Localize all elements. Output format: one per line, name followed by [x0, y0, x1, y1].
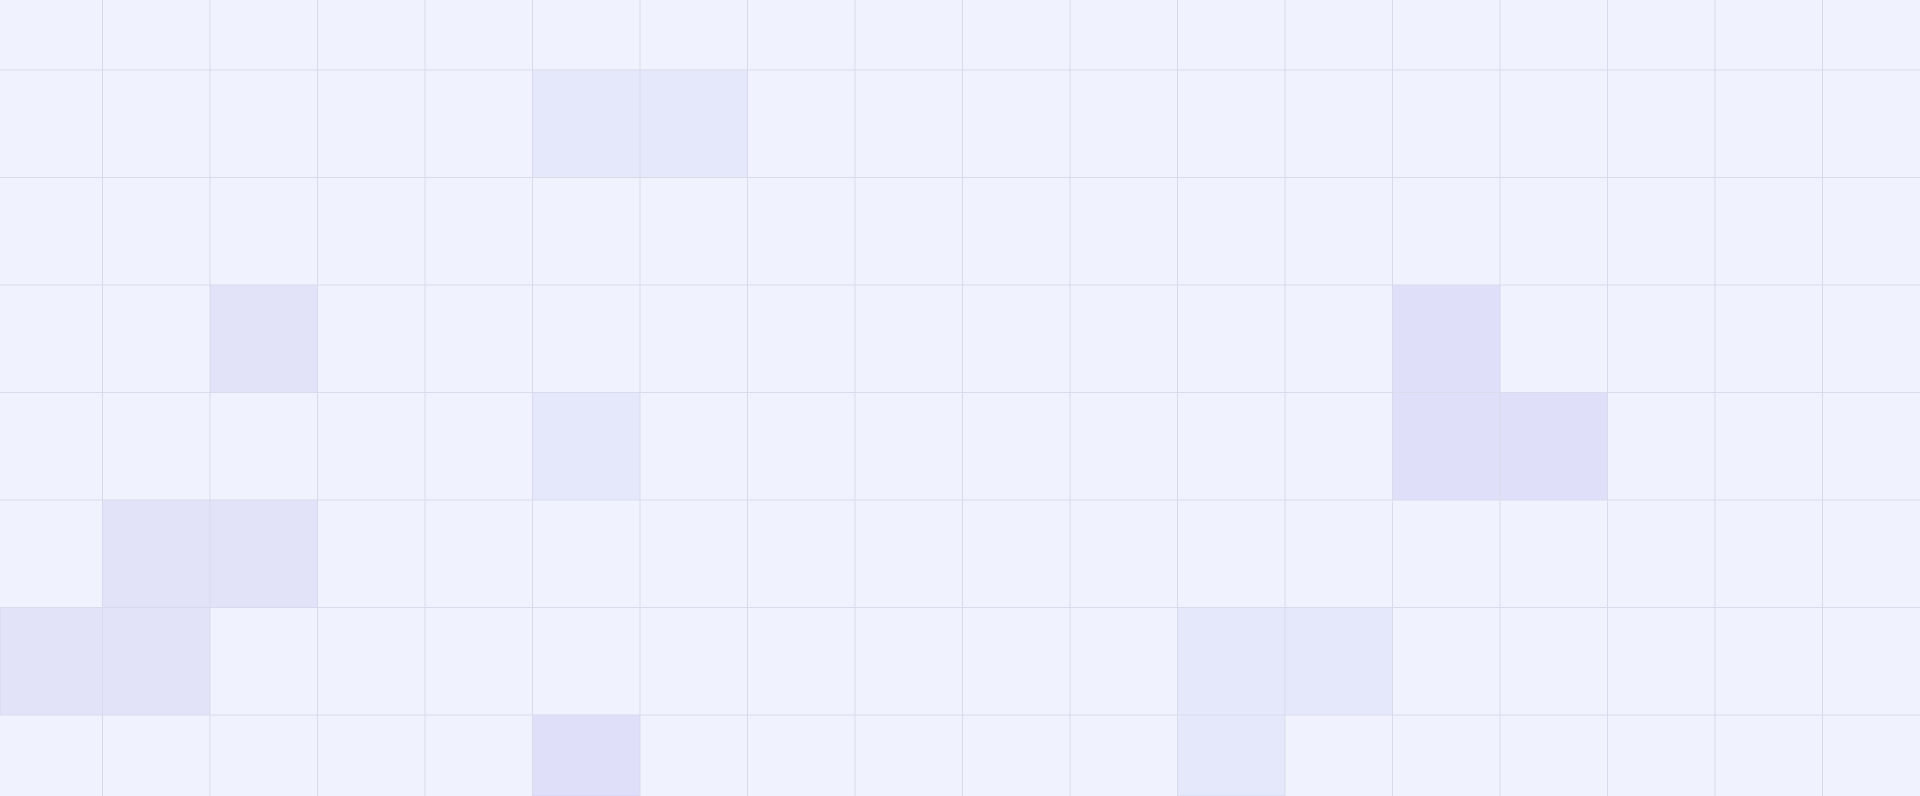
highlighted-cell	[1177, 714, 1286, 796]
highlighted-cell	[209, 499, 318, 608]
highlighted-cell	[209, 284, 318, 393]
highlighted-cell	[532, 69, 641, 178]
highlighted-cell	[0, 607, 103, 716]
highlighted-cells	[0, 69, 1608, 796]
highlighted-cell	[532, 714, 641, 796]
highlighted-cell	[532, 392, 641, 501]
highlighted-cell	[102, 499, 211, 608]
highlighted-cell	[1177, 607, 1286, 716]
highlighted-cell	[1284, 607, 1393, 716]
highlighted-cell	[1499, 392, 1608, 501]
highlighted-cell	[102, 607, 211, 716]
highlighted-cell	[1392, 284, 1501, 393]
highlighted-cell	[639, 69, 748, 178]
highlighted-cell	[1392, 392, 1501, 501]
